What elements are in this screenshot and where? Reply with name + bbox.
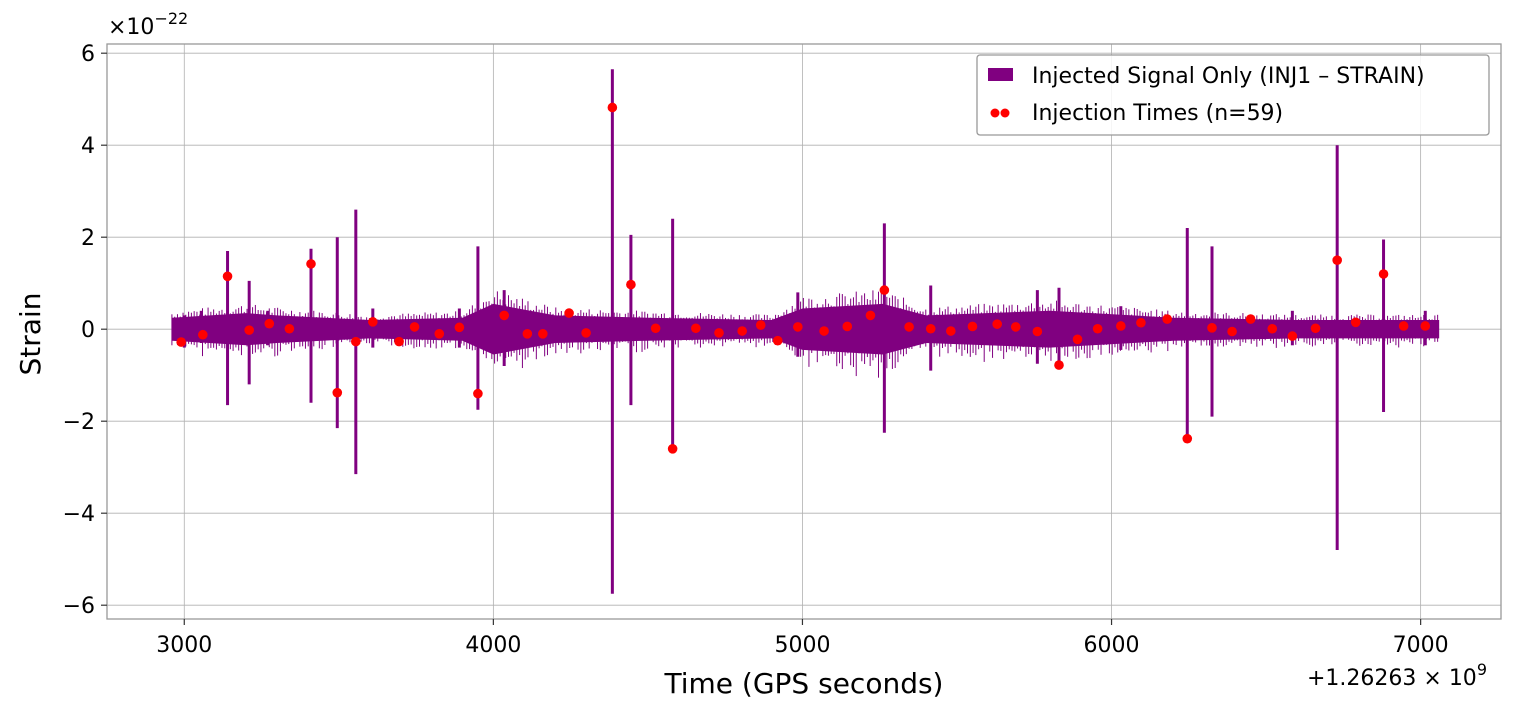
injection-point <box>1350 317 1361 328</box>
y-axis-label: Strain <box>14 293 47 376</box>
y-tick-label: 0 <box>81 318 95 343</box>
injection-point <box>1207 323 1217 333</box>
legend-box <box>976 54 1490 136</box>
injection-point <box>1245 314 1256 324</box>
x-tick-label: 4000 <box>465 633 521 658</box>
legend-marker-injection <box>990 108 1000 118</box>
injection-point <box>755 320 766 330</box>
injection-point <box>434 329 445 339</box>
injection-point <box>865 310 876 321</box>
plot-area <box>171 69 1440 594</box>
injection-point <box>473 388 483 399</box>
injection-point <box>1227 326 1237 337</box>
legend-marker-injection <box>1000 108 1010 118</box>
injection-point <box>691 323 701 334</box>
injection-point <box>564 308 574 318</box>
y-tick-label: −4 <box>63 502 95 527</box>
injection-point <box>904 322 914 332</box>
injection-point <box>819 326 829 336</box>
x-offset-label: +1.26263 × 109 <box>1307 660 1487 691</box>
legend: Injected Signal Only (INJ1 – STRAIN) Inj… <box>976 54 1490 136</box>
y-scale-label: ×10−22 <box>108 9 188 40</box>
injection-point <box>222 271 233 282</box>
injection-point <box>1378 269 1389 279</box>
injection-point <box>650 323 661 334</box>
injection-point <box>1332 255 1342 265</box>
injection-point <box>306 259 316 269</box>
x-tick-label: 3000 <box>156 633 212 658</box>
injection-point <box>1032 326 1043 337</box>
injection-point <box>1054 360 1064 370</box>
injection-point <box>454 322 465 333</box>
injection-point <box>1398 321 1409 331</box>
y-tick-label: 2 <box>81 226 95 251</box>
x-tick-label: 5000 <box>774 633 830 658</box>
injection-point <box>581 328 591 338</box>
y-tick-label: −2 <box>63 410 95 435</box>
injection-point <box>967 321 978 332</box>
injection-point <box>772 335 783 346</box>
injection-point <box>992 319 1002 329</box>
y-tick-label: 6 <box>81 42 95 67</box>
axis-ticks: 3000 4000 5000 6000 7000 −6 −4 −2 0 2 4 6 <box>63 42 1449 658</box>
injection-point <box>351 336 361 347</box>
plot-frame <box>106 43 1502 620</box>
injection-point <box>1420 321 1431 331</box>
injection-point <box>1182 433 1193 444</box>
injection-point <box>714 328 724 338</box>
injection-point <box>1136 317 1146 328</box>
x-tick-label: 6000 <box>1084 633 1140 658</box>
injection-point <box>1092 323 1103 334</box>
injection-point <box>793 322 803 332</box>
injection-point <box>879 285 890 295</box>
injection-point <box>607 102 618 113</box>
injection-point <box>1267 323 1278 334</box>
injection-point <box>1116 321 1126 331</box>
injection-point <box>925 323 936 334</box>
injection-point <box>198 329 208 340</box>
injection-point <box>332 387 343 398</box>
injection-point <box>538 329 548 339</box>
injection-point <box>499 310 509 321</box>
legend-label-injection: Injection Times (n=59) <box>1032 101 1283 126</box>
injection-point <box>368 317 378 327</box>
injection-point <box>1310 323 1321 334</box>
injection-point <box>176 337 186 347</box>
y-tick-label: 4 <box>81 134 95 159</box>
injection-point <box>1010 322 1021 332</box>
injection-point <box>1072 334 1083 345</box>
injection-point <box>394 336 404 347</box>
x-tick-label: 7000 <box>1393 633 1449 658</box>
legend-label-signal: Injected Signal Only (INJ1 – STRAIN) <box>1032 64 1425 89</box>
injection-point <box>522 329 533 339</box>
injection-point <box>737 326 747 336</box>
legend-swatch-signal <box>988 68 1013 81</box>
injection-point <box>264 318 275 329</box>
injection-point <box>626 279 636 290</box>
injection-point <box>667 444 678 454</box>
x-axis-label: Time (GPS seconds) <box>664 667 944 700</box>
injection-point <box>244 325 254 335</box>
injection-point <box>842 321 853 332</box>
injection-point <box>1287 331 1298 341</box>
y-tick-label: −6 <box>63 594 95 619</box>
injection-point <box>1162 314 1172 324</box>
injection-point <box>946 326 956 336</box>
injection-point <box>284 323 295 334</box>
injection-point <box>409 322 420 332</box>
